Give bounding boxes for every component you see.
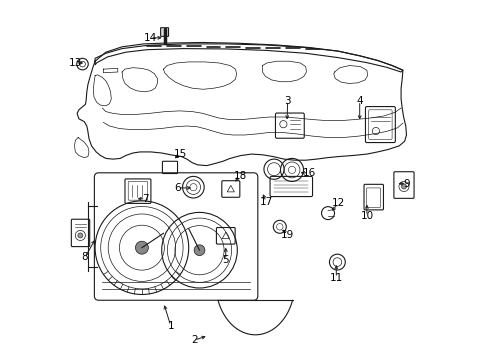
Text: 3: 3 — [284, 96, 290, 106]
Text: 15: 15 — [173, 149, 187, 159]
Text: 5: 5 — [222, 255, 228, 265]
Circle shape — [401, 184, 406, 189]
Text: 19: 19 — [281, 230, 294, 240]
Circle shape — [194, 245, 204, 256]
Text: 10: 10 — [360, 211, 373, 221]
Text: 4: 4 — [356, 96, 362, 106]
Text: 14: 14 — [143, 33, 157, 43]
Text: 9: 9 — [403, 179, 409, 189]
Text: 7: 7 — [142, 194, 148, 204]
Text: 11: 11 — [329, 273, 342, 283]
Text: 6: 6 — [174, 183, 181, 193]
Text: 16: 16 — [302, 168, 315, 178]
Text: 17: 17 — [259, 197, 272, 207]
Text: 13: 13 — [68, 58, 82, 68]
Text: 12: 12 — [331, 198, 344, 208]
Circle shape — [78, 233, 82, 238]
Text: 1: 1 — [167, 321, 174, 331]
Text: 18: 18 — [233, 171, 246, 181]
Circle shape — [135, 241, 148, 254]
FancyBboxPatch shape — [160, 28, 168, 36]
Text: 2: 2 — [190, 335, 197, 345]
Text: 8: 8 — [81, 252, 88, 262]
